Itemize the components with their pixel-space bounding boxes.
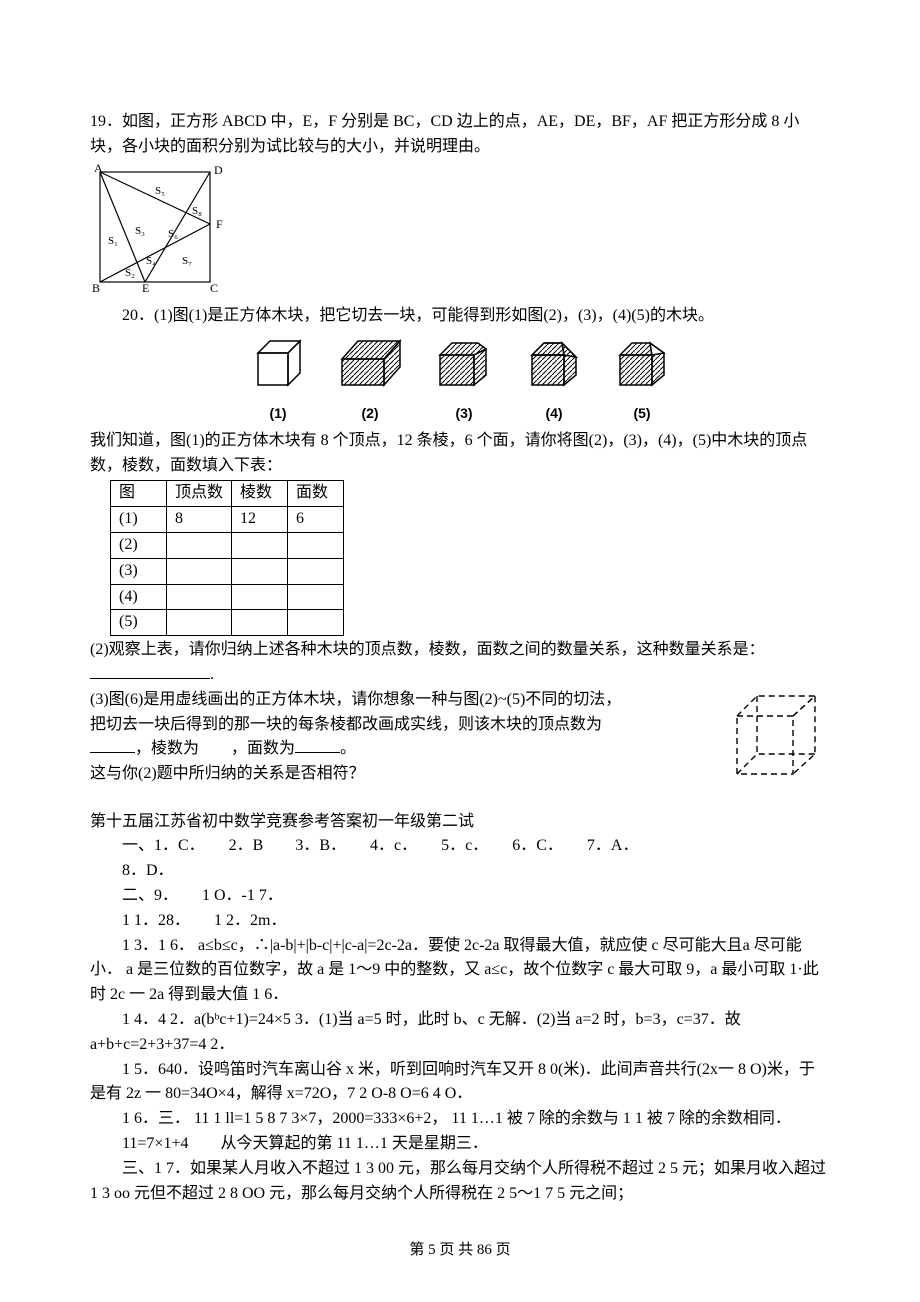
answers-title: 第十五届江苏省初中数学竞赛参考答案初一年级第二试 — [90, 810, 830, 835]
th-f: 面数 — [288, 481, 344, 507]
svg-text:S₃: S₃ — [135, 225, 145, 237]
svg-text:B: B — [92, 281, 100, 294]
ans-p15: 1 5．640．设鸣笛时汽车离山谷 x 米，听到回响时汽车又开 8 0(米)．此… — [90, 1058, 830, 1108]
page-footer: 第 5 页 共 86 页 — [0, 1239, 920, 1262]
table-row: (2) — [111, 532, 344, 558]
cube-1: (1) — [246, 335, 310, 427]
q20-part3-l3a: ，棱数为 ，面数为 — [135, 740, 295, 757]
svg-text:S₅: S₅ — [155, 185, 165, 197]
th-fig: 图 — [111, 481, 167, 507]
svg-text:A: A — [94, 164, 103, 175]
cube-2-label: (2) — [361, 405, 378, 421]
svg-text:S₇: S₇ — [182, 255, 192, 267]
svg-text:E: E — [142, 281, 149, 294]
svg-text:S₄: S₄ — [146, 255, 156, 267]
ans-p14: 1 4．4 2．a(bᵇc+1)=24×5 3．(1)当 a=5 时，此时 b、… — [90, 1008, 830, 1058]
ans-p16b: 11=7×1+4 从今天算起的第 11 1…1 天是星期三． — [90, 1132, 830, 1157]
ans-p17: 三、1 7．如果某人月收入不超过 1 3 00 元，那么每月交纳个人所得税不超过… — [90, 1157, 830, 1207]
table-header-row: 图 顶点数 棱数 面数 — [111, 481, 344, 507]
q20-table: 图 顶点数 棱数 面数 (1) 8 12 6 (2) (3) (4) (5) — [110, 480, 344, 636]
svg-text:S₁: S₁ — [108, 235, 118, 247]
cube-5-label: (5) — [633, 405, 650, 421]
q19-diagram: A D B C E F S₁ S₂ S₃ S₄ S₅ S₆ S₇ S₈ — [90, 164, 830, 303]
table-row: (3) — [111, 558, 344, 584]
blank-relation — [90, 663, 210, 679]
q20-part3-l4: 这与你(2)题中所归纳的关系是否相符？ — [90, 762, 830, 787]
answers-section: 第十五届江苏省初中数学竞赛参考答案初一年级第二试 一、1．C． 2．B 3．B．… — [90, 810, 830, 1207]
q20-part3-l1: (3)图(6)是用虚线画出的正方体木块，请你想象一种与图(2)~(5)不同的切法… — [90, 688, 830, 713]
cubes-row: (1) (2) (3) — [90, 335, 830, 427]
ans-line4: 1 1．28． 1 2．2m． — [90, 909, 830, 934]
table-row: (5) — [111, 610, 344, 636]
q19-text: 19．如图，正方形 ABCD 中，E，F 分别是 BC，CD 边上的点，AE，D… — [90, 110, 830, 160]
cube-2: (2) — [334, 335, 406, 427]
ans-line3: 二、9． 1 O．-1 7． — [90, 884, 830, 909]
blank-v — [90, 737, 135, 753]
cube-3-label: (3) — [455, 405, 472, 421]
svg-text:S₈: S₈ — [192, 205, 202, 217]
q20-part3-l3b: 。 — [340, 740, 356, 757]
cube-1-label: (1) — [269, 405, 286, 421]
q20-part3-l2: 把切去一块后得到的那一块的每条棱都改画成实线，则该木块的顶点数为 — [90, 713, 830, 738]
ans-line2: 8．D． — [90, 859, 830, 884]
q20-part2-text: (2)观察上表，请你归纳上述各种木块的顶点数，棱数，面数之间的数量关系，这种数量… — [90, 641, 765, 658]
table-row: (1) 8 12 6 — [111, 507, 344, 533]
ans-p16: 1 6．三． 11 1 ll=1 5 8 7 3×7，2000=333×6+2，… — [90, 1107, 830, 1132]
svg-text:C: C — [210, 281, 218, 294]
table-row: (4) — [111, 584, 344, 610]
q20-part3-l3: ，棱数为 ，面数为 。 — [90, 737, 830, 762]
q20-part2: (2)观察上表，请你归纳上述各种木块的顶点数，棱数，面数之间的数量关系，这种数量… — [90, 638, 830, 688]
th-v: 顶点数 — [167, 481, 232, 507]
ans-line1: 一、1．C． 2．B 3．B． 4．c． 5．c． 6．C． 7．A． — [90, 834, 830, 859]
svg-text:F: F — [216, 217, 223, 231]
cube-5: (5) — [610, 335, 674, 427]
q20-part2-end: . — [210, 666, 214, 683]
q20-middle: 我们知道，图(1)的正方体木块有 8 个顶点，12 条棱，6 个面，请你将图(2… — [90, 429, 830, 479]
dashed-cube — [725, 688, 830, 792]
ans-p13: 1 3．1 6． a≤b≤c，∴|a-b|+|b-c|+|c-a|=2c-2a．… — [90, 934, 830, 1008]
svg-text:D: D — [214, 164, 223, 177]
th-e: 棱数 — [232, 481, 288, 507]
blank-f — [295, 737, 340, 753]
cube-3: (3) — [430, 335, 498, 427]
cube-4: (4) — [522, 335, 586, 427]
cube-4-label: (4) — [545, 405, 562, 421]
svg-text:S₆: S₆ — [168, 228, 178, 240]
q20-intro: 20．(1)图(1)是正方体木块，把它切去一块，可能得到形如图(2)，(3)，(… — [90, 304, 830, 329]
svg-text:S₂: S₂ — [125, 267, 135, 279]
